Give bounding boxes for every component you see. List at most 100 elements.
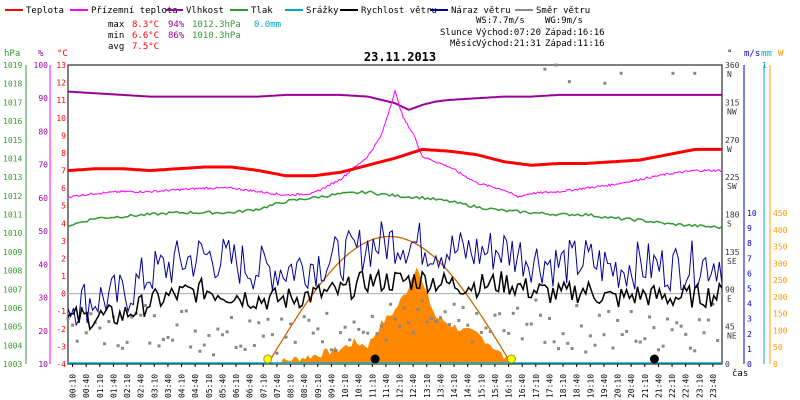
temp-tick: -2 (56, 325, 66, 334)
wind-direction-point (579, 324, 583, 328)
x-tick-label: 14:10 (450, 374, 459, 398)
deg-tick: 270 (725, 136, 740, 145)
wind-direction-point (520, 337, 524, 341)
temperature-line (67, 147, 722, 178)
wind-direction-point (425, 320, 429, 324)
hpa-tick: 1004 (3, 341, 22, 350)
wind-direction-point (289, 322, 293, 326)
x-tick-label: 18:10 (559, 374, 568, 398)
w-tick: 0 (773, 360, 778, 369)
wind-direction-point (98, 326, 102, 330)
wind-direction-point (620, 333, 624, 337)
wind-direction-point (507, 331, 511, 335)
hpa-tick: 1007 (3, 285, 22, 294)
legend-item: Srážky (306, 6, 339, 16)
wind-direction-point (420, 299, 424, 303)
x-tick-label: 03:10 (150, 374, 159, 398)
deg-axis-label: ° (727, 49, 732, 59)
wind-direction-point (557, 347, 560, 351)
x-tick-label: 13:10 (423, 374, 432, 398)
wind-direction-point (89, 312, 93, 316)
wind-direction-point (671, 71, 675, 75)
wind-direction-point (706, 318, 710, 322)
x-tick-label: 17:40 (545, 374, 554, 398)
legend-item: Náraz větru (451, 6, 511, 16)
stat-min-press: 1010.3hPa (192, 31, 241, 41)
wind-direction-point (325, 311, 329, 315)
wind-direction-point (466, 323, 470, 327)
wind-direction-point (661, 344, 665, 348)
legend-item: Směr větru (536, 6, 590, 16)
ms-tick: 10 (747, 209, 757, 218)
humidity-line (67, 90, 722, 111)
ms-axis-label: m/s (744, 49, 760, 59)
moon-rise: Východ:21:31 (476, 39, 541, 49)
wind-direction-point (66, 317, 70, 321)
mm-tick: 1 (762, 61, 767, 70)
wind-direction-point (525, 322, 529, 326)
wind-direction-point (457, 318, 461, 322)
deg-tick: 90 (725, 285, 735, 294)
temp-tick: 12 (56, 79, 66, 88)
sun-label: Slunce (440, 28, 473, 38)
x-axis-label: čas (732, 368, 748, 379)
temp-tick: -4 (56, 360, 66, 369)
hpa-tick: 1009 (3, 248, 22, 257)
sun-marker (263, 354, 273, 364)
wind-direction-point (619, 71, 623, 75)
wind-direction-point (439, 316, 443, 320)
wind-direction-point (193, 329, 197, 333)
ms-tick: 0 (747, 360, 752, 369)
x-tick-label: 21:10 (641, 374, 650, 398)
pct-tick: 10 (38, 360, 48, 369)
stat-max-press: 1012.3hPa (192, 20, 241, 30)
wind-direction-point (152, 314, 156, 318)
wind-direction-point (616, 318, 620, 322)
temp-tick: 4 (61, 219, 66, 228)
stat-max-hum: 94% (168, 20, 185, 30)
wind-direction-point (566, 341, 570, 345)
wind-direction-point (216, 327, 220, 331)
x-tick-label: 13:40 (436, 374, 445, 398)
ms-tick: 2 (747, 330, 752, 339)
legend-item: Tlak (251, 6, 273, 16)
deg-tick: 45 (725, 323, 735, 332)
wind-direction-point (534, 298, 538, 302)
x-tick-label: 15:10 (477, 374, 486, 398)
ms-tick: 5 (747, 285, 752, 294)
hpa-tick: 1018 (3, 80, 22, 89)
w-tick: 50 (773, 343, 783, 352)
temp-tick: 13 (56, 61, 66, 70)
x-tick-label: 20:10 (614, 374, 623, 398)
wind-direction-point (502, 329, 506, 333)
x-tick-label: 02:40 (137, 374, 146, 398)
hpa-tick: 1006 (3, 304, 22, 313)
x-tick-label: 09:40 (327, 374, 336, 398)
hpa-axis-label: hPa (4, 49, 20, 59)
deg-tick-dir: N (727, 70, 732, 79)
wind-direction-point (648, 315, 652, 319)
wind-direction-point (475, 311, 479, 315)
stats-panel: max 8.3°C 94% 1012.3hPa 0.0mm min 6.6°C … (108, 20, 281, 52)
x-tick-label: 03:40 (164, 374, 173, 398)
wind-direction-point (552, 340, 556, 344)
wind-direction-point (275, 351, 279, 355)
x-tick-label: 11:40 (382, 374, 391, 398)
x-tick-label: 18:40 (573, 374, 582, 398)
wind-direction-point (634, 339, 638, 343)
wind-direction-point (666, 317, 669, 321)
x-tick-label: 19:10 (586, 374, 595, 398)
wind-direction-point (148, 341, 152, 345)
wind-direction-point (675, 321, 679, 325)
wind-direction-point (379, 324, 383, 328)
wind-direction-point (593, 343, 597, 347)
wind-direction-point (443, 310, 447, 314)
wind-direction-point (230, 316, 233, 320)
wind-direction-point (638, 340, 642, 344)
wind-direction-point (375, 332, 379, 336)
wind-direction-point (597, 313, 601, 317)
deg-tick-dir: E (727, 294, 732, 303)
wind-direction-point (679, 324, 683, 328)
x-tick-label: 22:10 (668, 374, 677, 398)
w-tick: 250 (773, 276, 788, 285)
